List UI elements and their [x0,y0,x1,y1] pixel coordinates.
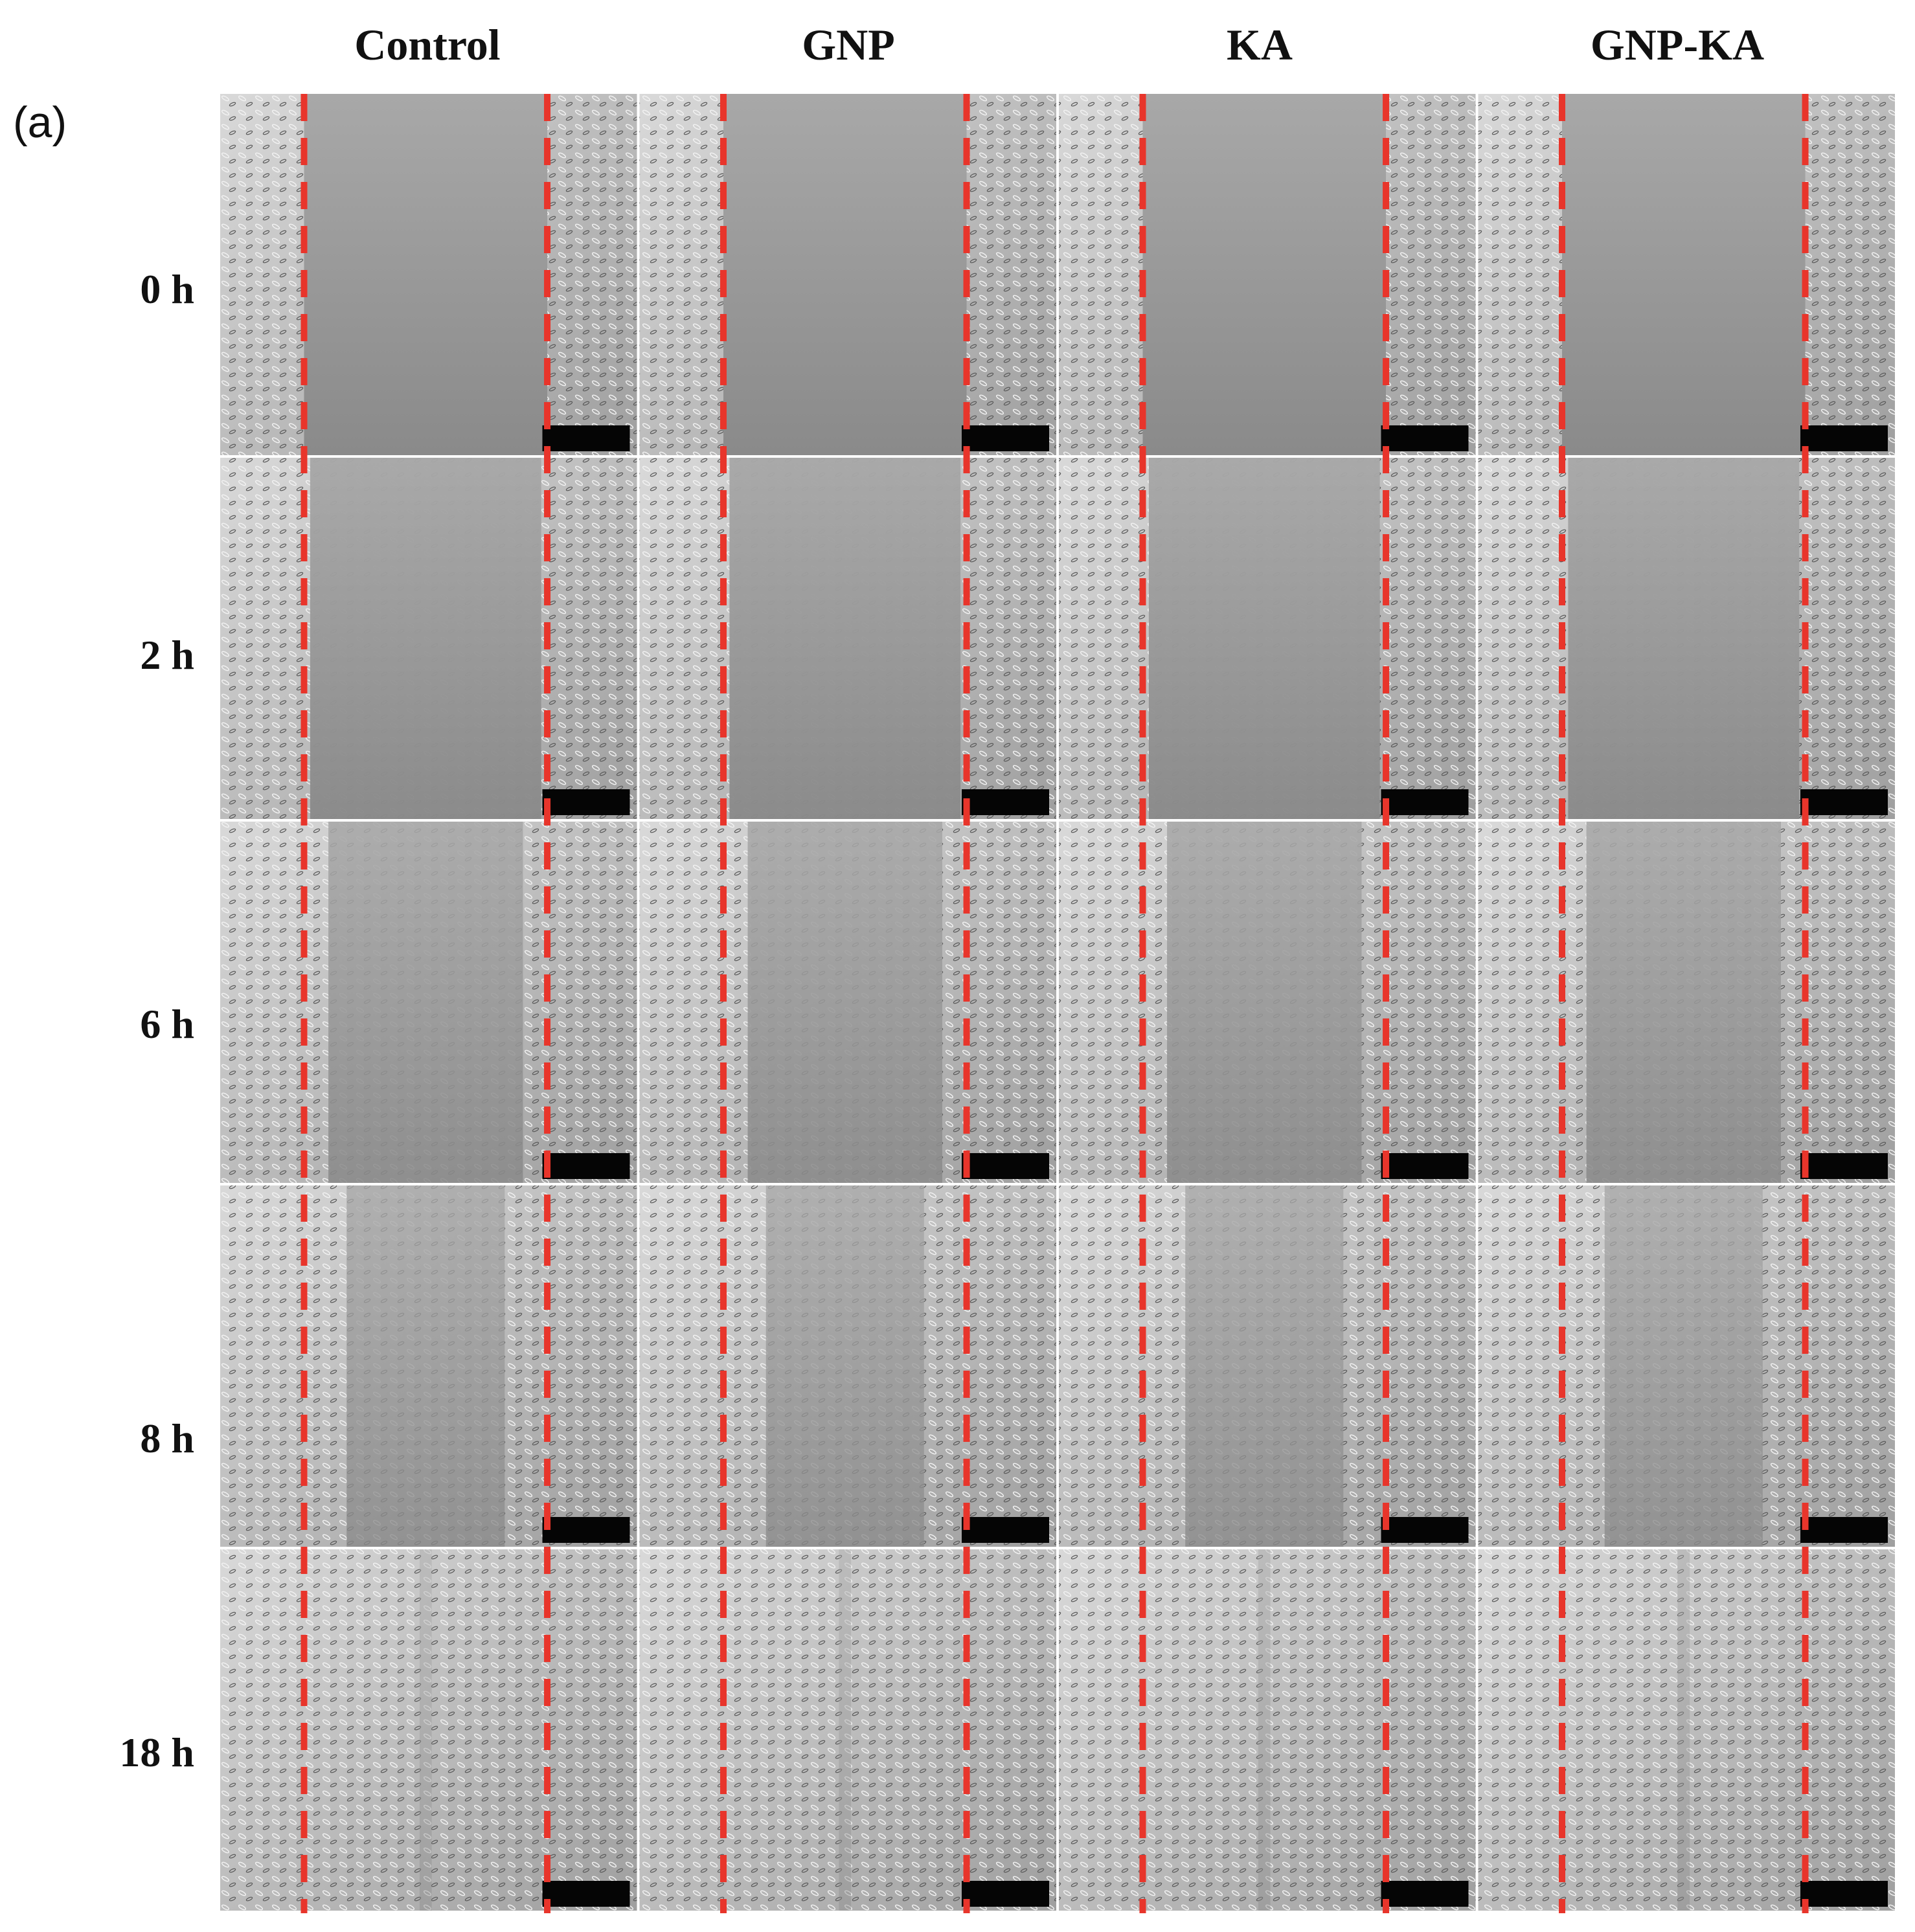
scale-bar [542,425,630,451]
micrograph-tile-r4-c0 [220,1549,637,1911]
scale-bar [1800,1881,1888,1907]
row-header-18h: 18 h [119,1729,194,1775]
micrograph-tile-r1-c3 [1478,458,1895,819]
scale-bar [962,425,1049,451]
scale-bar [962,1881,1049,1907]
scale-bar [1800,1153,1888,1179]
scale-bar [962,1517,1049,1543]
scale-bar [1381,1153,1469,1179]
micrograph-tile-r0-c3 [1478,94,1895,455]
micrograph-tile-r3-c3 [1478,1185,1895,1547]
micrograph-tile-r2-c1 [639,822,1056,1183]
column-header-gnp: GNP [802,20,895,69]
scale-bar [542,1881,630,1907]
scale-bar [962,1153,1049,1179]
micrograph-tile-r2-c2 [1059,822,1476,1183]
micrograph-tile-r3-c0 [220,1185,637,1547]
scale-bar [962,789,1049,815]
scale-bar [542,789,630,815]
micrograph-tile-r0-c2 [1059,94,1476,455]
scale-bar [1381,789,1469,815]
scale-bar [542,1153,630,1179]
row-header-2h: 2 h [140,632,194,678]
micrograph-tile-r2-c0 [220,822,637,1183]
micrograph-tile-r0-c0 [220,94,637,455]
scale-bar [1381,1881,1469,1907]
scale-bar [1800,425,1888,451]
micrograph-grid [220,94,1895,1913]
scale-bar [542,1517,630,1543]
micrograph-tile-r2-c3 [1478,822,1895,1183]
scale-bar [1800,789,1888,815]
column-header-control: Control [354,20,501,69]
panel-label: (a) [13,98,67,147]
scale-bar [1381,1517,1469,1543]
micrograph-tile-r1-c2 [1059,458,1476,819]
scale-bar [1381,425,1469,451]
micrograph-tile-r1-c1 [639,458,1056,819]
column-header-gnp-ka: GNP-KA [1590,20,1765,69]
row-header-8h: 8 h [140,1415,194,1461]
micrograph-tile-r3-c2 [1059,1185,1476,1547]
micrograph-tile-r0-c1 [639,94,1056,455]
micrograph-tile-r3-c1 [639,1185,1056,1547]
micrograph-tile-r4-c3 [1478,1549,1895,1911]
scale-bar [1800,1517,1888,1543]
row-header-0h: 0 h [140,266,194,312]
micrograph-tile-r4-c2 [1059,1549,1476,1911]
micrograph-tile-r4-c1 [639,1549,1056,1911]
micrograph-tile-r1-c0 [220,458,637,819]
column-header-ka: KA [1227,20,1293,69]
row-header-6h: 6 h [140,1001,194,1047]
